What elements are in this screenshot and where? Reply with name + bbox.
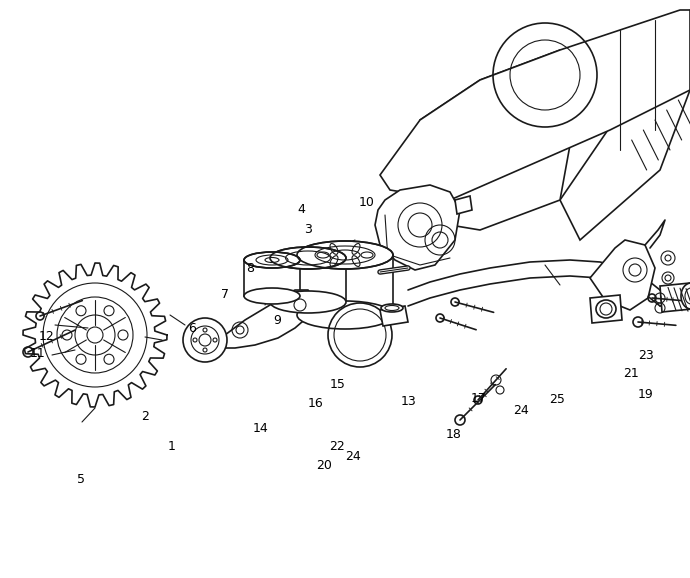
Text: 13: 13 [401,395,416,408]
Polygon shape [660,283,690,312]
Text: 17: 17 [470,392,486,405]
Text: 24: 24 [346,450,361,463]
Ellipse shape [596,300,616,318]
Ellipse shape [297,301,393,329]
Polygon shape [380,10,690,200]
Ellipse shape [270,291,346,313]
Text: 23: 23 [638,349,653,362]
Text: 5: 5 [77,473,86,486]
Ellipse shape [244,252,300,268]
Text: 12: 12 [39,330,55,343]
Text: 19: 19 [638,388,653,401]
Text: 2: 2 [141,410,149,423]
Polygon shape [590,295,622,323]
Polygon shape [560,10,690,240]
Polygon shape [375,185,460,270]
Circle shape [183,318,227,362]
Polygon shape [215,290,315,348]
Text: 1: 1 [167,440,175,453]
Text: 14: 14 [253,423,268,435]
Text: 24: 24 [513,404,529,417]
Text: 11: 11 [30,347,46,360]
Circle shape [623,258,647,282]
Text: 8: 8 [246,262,255,275]
Text: 3: 3 [304,223,313,236]
Text: 15: 15 [330,378,346,391]
Polygon shape [590,240,655,310]
Polygon shape [244,260,300,296]
Text: 18: 18 [446,428,462,441]
Ellipse shape [270,247,346,269]
Text: 20: 20 [316,459,333,472]
Text: 25: 25 [549,394,566,406]
Polygon shape [297,255,393,315]
Ellipse shape [297,241,393,269]
Text: 21: 21 [624,368,639,380]
Text: 22: 22 [329,440,344,453]
Polygon shape [270,258,346,302]
Text: 16: 16 [308,397,324,410]
Text: 9: 9 [273,314,282,327]
Text: 7: 7 [221,288,229,301]
Text: 10: 10 [359,196,375,209]
Text: 4: 4 [297,203,306,216]
Polygon shape [380,306,408,326]
Text: 6: 6 [188,322,196,335]
Polygon shape [420,50,580,230]
Ellipse shape [681,283,690,309]
Ellipse shape [381,304,403,312]
Polygon shape [455,196,472,214]
Ellipse shape [244,288,300,304]
